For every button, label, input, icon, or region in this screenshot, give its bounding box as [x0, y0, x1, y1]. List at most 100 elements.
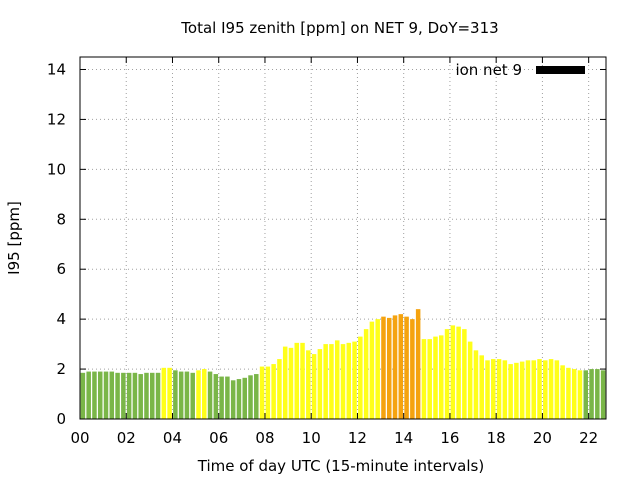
y-tick-label: 2 [56, 360, 66, 378]
bar [456, 326, 461, 419]
bar [595, 369, 600, 419]
bar [415, 309, 421, 419]
bar [566, 367, 571, 419]
bar [259, 366, 265, 419]
bar [583, 370, 589, 419]
bar [92, 371, 97, 419]
y-tick-label: 4 [56, 310, 66, 328]
bar [306, 350, 311, 419]
bar [236, 379, 242, 419]
bar [537, 359, 542, 419]
x-tick-label: 16 [440, 429, 459, 447]
bar [502, 360, 508, 419]
y-axis-label: I95 [ppm] [5, 201, 23, 275]
bar [288, 347, 294, 419]
bar [219, 376, 224, 419]
bars [80, 309, 606, 419]
bar [329, 344, 334, 419]
y-tick-label: 14 [47, 60, 66, 78]
legend-label: ion net 9 [455, 61, 522, 79]
bar [265, 366, 271, 419]
bar [491, 359, 496, 419]
bar [242, 377, 247, 419]
bar [514, 362, 519, 419]
x-tick-label: 10 [302, 429, 321, 447]
bar [369, 321, 375, 419]
bar [282, 346, 288, 419]
bar [144, 372, 149, 419]
bar [138, 374, 143, 419]
bar [358, 336, 363, 419]
bar [190, 372, 195, 419]
bar [479, 355, 484, 419]
x-tick-label: 12 [348, 429, 367, 447]
bar [571, 369, 577, 419]
bar [277, 359, 282, 419]
plot-frame [79, 56, 607, 420]
bar [311, 354, 317, 419]
bar [86, 371, 91, 419]
bar [427, 339, 432, 419]
bar [161, 367, 167, 419]
bar [398, 314, 404, 419]
bar [184, 371, 190, 419]
x-tick-label: 14 [394, 429, 413, 447]
bar [167, 367, 172, 419]
bar [386, 317, 392, 419]
x-axis-ticks: 00 02 04 06 08 10 12 14 16 18 20 22 [70, 57, 598, 447]
bar [548, 359, 554, 419]
bar [202, 369, 207, 419]
bar [496, 359, 502, 419]
bar [392, 315, 398, 419]
bar [121, 372, 126, 419]
bar [97, 371, 103, 419]
bar [473, 350, 479, 419]
bar [225, 376, 230, 419]
bar [410, 319, 415, 419]
bar [323, 344, 328, 419]
bar [300, 342, 305, 419]
bar [340, 344, 346, 419]
bar [207, 371, 213, 419]
bar [363, 329, 369, 419]
bar [589, 369, 594, 419]
y-axis-ticks: 0 2 4 6 8 10 12 14 [47, 60, 606, 428]
y-tick-label: 0 [56, 410, 66, 428]
bar [462, 329, 467, 419]
x-tick-label: 08 [255, 429, 274, 447]
bar [126, 372, 132, 419]
bar [439, 335, 444, 419]
x-tick-label: 00 [70, 429, 89, 447]
bar [600, 370, 606, 419]
bar [577, 370, 583, 419]
bar [560, 365, 565, 419]
grid-lines [80, 57, 606, 419]
x-tick-label: 02 [117, 429, 136, 447]
bar [346, 342, 352, 419]
bar [196, 370, 201, 419]
bar [433, 336, 438, 419]
bar [132, 372, 138, 419]
bar [213, 374, 219, 419]
bar [467, 341, 473, 419]
bar [80, 372, 86, 419]
bar [519, 361, 525, 419]
bar [271, 364, 276, 419]
bar [485, 360, 490, 419]
bar [103, 371, 109, 419]
bar [150, 372, 155, 419]
chart-title: Total I95 zenith [ppm] on NET 9, DoY=313 [180, 19, 498, 37]
bar [115, 372, 120, 419]
bar [334, 340, 340, 419]
bar [317, 349, 323, 419]
bar [352, 341, 357, 419]
bar [178, 371, 184, 419]
x-axis-label: Time of day UTC (15-minute intervals) [197, 457, 484, 475]
bar [543, 360, 548, 419]
bar [294, 342, 300, 419]
bar [375, 319, 380, 419]
legend: ion net 9 [455, 61, 585, 79]
bar [554, 360, 560, 419]
x-tick-label: 06 [209, 429, 228, 447]
